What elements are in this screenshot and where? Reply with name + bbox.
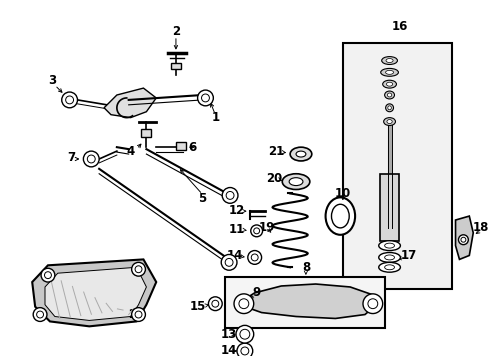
Circle shape bbox=[367, 299, 377, 309]
Circle shape bbox=[236, 325, 253, 343]
Circle shape bbox=[239, 299, 248, 309]
Text: 12: 12 bbox=[228, 204, 244, 217]
Text: 15: 15 bbox=[189, 300, 205, 313]
Text: 3: 3 bbox=[48, 74, 56, 87]
Bar bbox=[379, 174, 399, 241]
Ellipse shape bbox=[325, 197, 354, 235]
Circle shape bbox=[41, 268, 55, 282]
Text: 8: 8 bbox=[301, 261, 309, 274]
Ellipse shape bbox=[383, 118, 395, 126]
Polygon shape bbox=[104, 88, 156, 118]
Text: 7: 7 bbox=[67, 150, 76, 163]
Ellipse shape bbox=[385, 104, 393, 112]
Circle shape bbox=[211, 300, 218, 307]
Ellipse shape bbox=[387, 106, 390, 110]
Circle shape bbox=[197, 90, 213, 106]
Circle shape bbox=[135, 311, 142, 318]
Ellipse shape bbox=[385, 59, 392, 63]
Text: 21: 21 bbox=[268, 145, 284, 158]
Polygon shape bbox=[45, 267, 146, 320]
Ellipse shape bbox=[380, 68, 398, 76]
Circle shape bbox=[224, 258, 233, 266]
Text: 1: 1 bbox=[211, 111, 219, 124]
Circle shape bbox=[135, 266, 142, 273]
Text: 5: 5 bbox=[198, 192, 206, 205]
Circle shape bbox=[65, 96, 73, 104]
Bar bbox=[343, 43, 450, 289]
Ellipse shape bbox=[384, 255, 394, 260]
Bar bbox=[141, 130, 151, 137]
Text: 14: 14 bbox=[221, 345, 237, 357]
Text: 18: 18 bbox=[472, 221, 488, 234]
Circle shape bbox=[225, 192, 234, 199]
Bar bbox=[224, 277, 384, 328]
Circle shape bbox=[362, 294, 382, 314]
Ellipse shape bbox=[289, 147, 311, 161]
Polygon shape bbox=[239, 284, 376, 319]
Ellipse shape bbox=[384, 91, 394, 99]
Text: 4: 4 bbox=[126, 145, 135, 158]
Text: 17: 17 bbox=[400, 249, 417, 262]
Polygon shape bbox=[32, 260, 156, 327]
Circle shape bbox=[201, 94, 209, 102]
Text: 2: 2 bbox=[171, 24, 180, 37]
Ellipse shape bbox=[381, 57, 397, 64]
Text: 6: 6 bbox=[188, 141, 196, 154]
Ellipse shape bbox=[288, 178, 302, 185]
Circle shape bbox=[37, 311, 43, 318]
Circle shape bbox=[234, 294, 253, 314]
Text: 14: 14 bbox=[226, 249, 243, 262]
Ellipse shape bbox=[386, 93, 391, 97]
Circle shape bbox=[131, 262, 145, 276]
Ellipse shape bbox=[385, 71, 393, 74]
Text: 11: 11 bbox=[228, 223, 244, 237]
Ellipse shape bbox=[378, 252, 400, 262]
Circle shape bbox=[221, 255, 237, 270]
Circle shape bbox=[83, 151, 99, 167]
Ellipse shape bbox=[295, 151, 305, 157]
Ellipse shape bbox=[331, 204, 348, 228]
Bar bbox=[176, 142, 185, 150]
Circle shape bbox=[240, 329, 249, 339]
Circle shape bbox=[458, 235, 468, 245]
Circle shape bbox=[33, 308, 47, 321]
Ellipse shape bbox=[384, 265, 394, 270]
Bar bbox=[171, 63, 181, 69]
Circle shape bbox=[460, 237, 465, 242]
Circle shape bbox=[222, 188, 238, 203]
Text: 10: 10 bbox=[334, 187, 351, 200]
Circle shape bbox=[251, 254, 258, 261]
Circle shape bbox=[44, 272, 51, 279]
Ellipse shape bbox=[282, 174, 309, 189]
Ellipse shape bbox=[386, 82, 392, 86]
Circle shape bbox=[247, 251, 261, 264]
Polygon shape bbox=[455, 216, 472, 260]
Circle shape bbox=[87, 155, 95, 163]
Ellipse shape bbox=[382, 80, 396, 88]
Ellipse shape bbox=[378, 241, 400, 251]
Text: 22: 22 bbox=[128, 308, 144, 321]
Circle shape bbox=[131, 308, 145, 321]
Circle shape bbox=[237, 343, 252, 359]
Ellipse shape bbox=[386, 120, 391, 123]
Ellipse shape bbox=[378, 262, 400, 272]
Text: 20: 20 bbox=[265, 172, 282, 185]
Text: 9: 9 bbox=[252, 286, 260, 300]
Text: 19: 19 bbox=[258, 221, 274, 234]
Circle shape bbox=[61, 92, 77, 108]
Ellipse shape bbox=[384, 243, 394, 248]
Text: 13: 13 bbox=[221, 328, 237, 341]
Circle shape bbox=[250, 225, 262, 237]
Text: 16: 16 bbox=[390, 19, 407, 32]
Circle shape bbox=[241, 347, 248, 355]
Circle shape bbox=[208, 297, 222, 311]
Circle shape bbox=[253, 228, 259, 234]
